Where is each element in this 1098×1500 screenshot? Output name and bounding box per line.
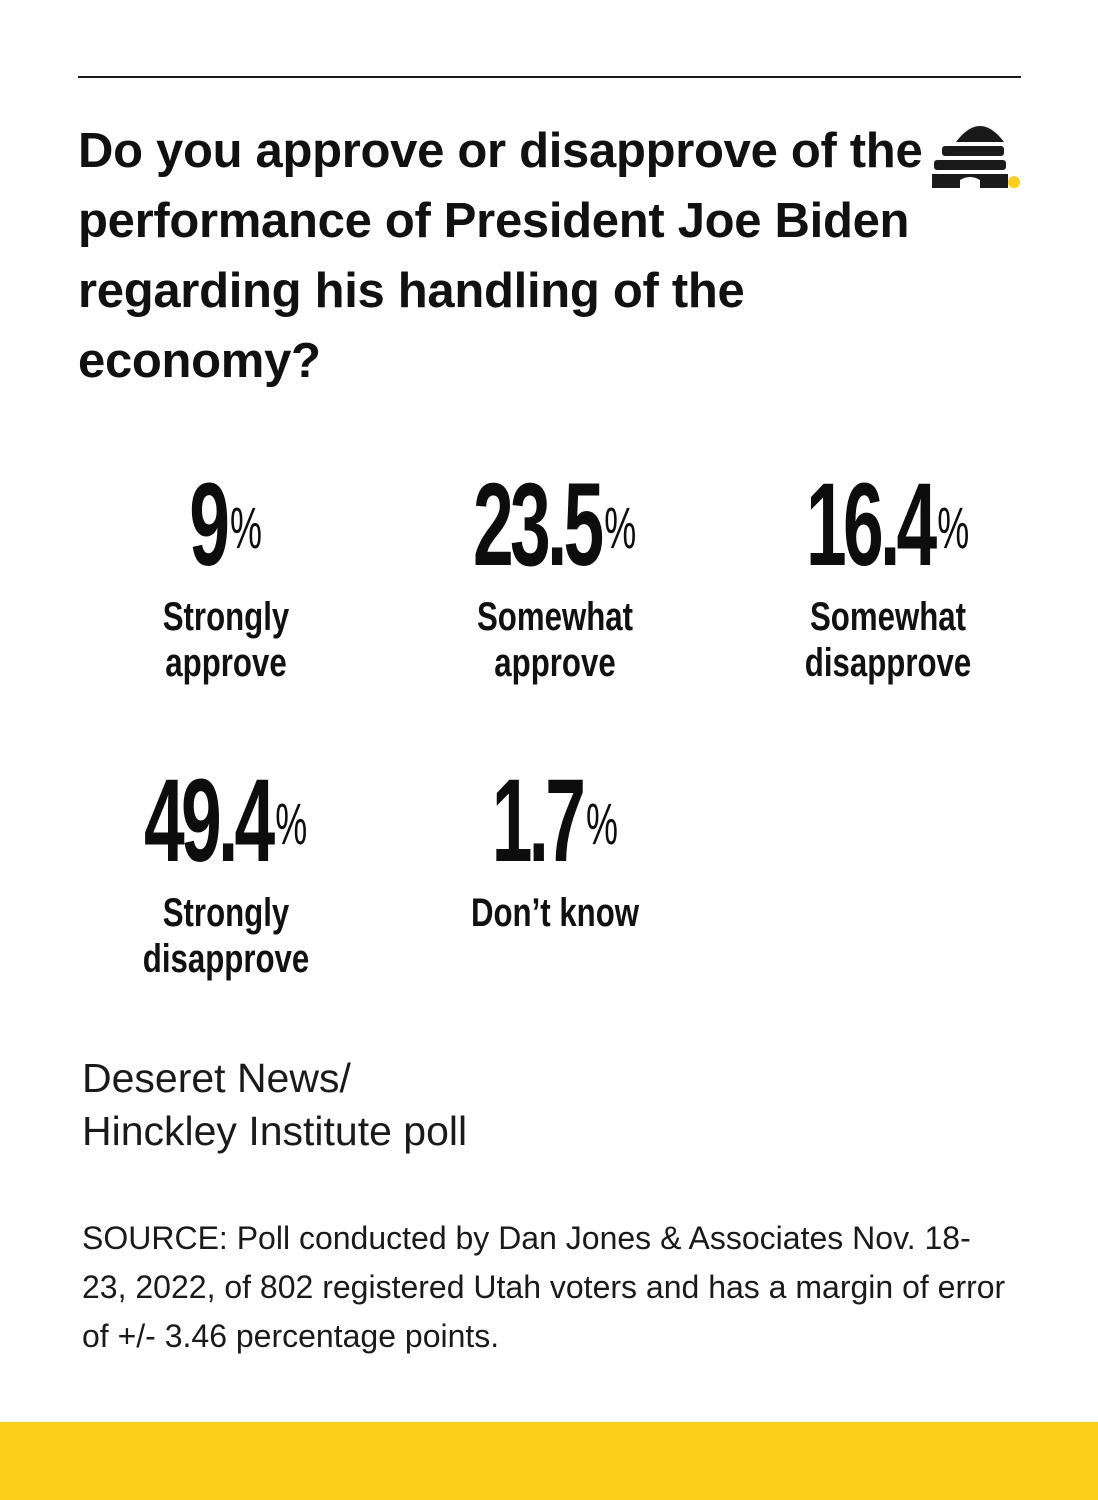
percent-sign: % <box>586 792 619 857</box>
stat-value: 23.5% <box>473 466 636 584</box>
poll-credit-line: Deseret News/ <box>82 1055 351 1101</box>
stat-number: 9 <box>189 459 231 591</box>
logo-dot <box>1008 176 1020 188</box>
bottom-accent-bar <box>0 1422 1098 1500</box>
beehive-icon <box>932 126 1020 188</box>
percent-sign: % <box>275 792 308 857</box>
stat-label-line: Somewhat <box>809 595 967 639</box>
stat-number: 16.4 <box>806 459 937 591</box>
beehive-logo-shape <box>932 126 1008 188</box>
stat-label-line: disapprove <box>804 641 972 685</box>
stat-value: 49.4% <box>144 762 307 880</box>
stat-value: 1.7% <box>492 762 618 880</box>
stat-somewhat-approve: 23.5% Somewhat approve <box>385 466 725 686</box>
beehive-tier-3 <box>934 160 1006 170</box>
stat-label: Don’t know <box>422 890 687 936</box>
percent-sign: % <box>937 496 970 561</box>
percent-sign: % <box>230 496 263 561</box>
stat-dont-know: 1.7% Don’t know <box>385 762 725 936</box>
stat-number: 1.7 <box>491 755 586 887</box>
stat-number: 23.5 <box>473 459 604 591</box>
stat-label-line: Don’t know <box>470 891 640 935</box>
source-note: SOURCE: Poll conducted by Dan Jones & As… <box>82 1220 1006 1354</box>
poll-credit-line: Hinckley Institute poll <box>82 1108 468 1154</box>
stat-number: 49.4 <box>144 755 275 887</box>
poll-credit: Deseret News/ Hinckley Institute poll <box>82 1052 682 1158</box>
stat-label-line: disapprove <box>142 937 310 981</box>
stat-label-line: Strongly <box>162 595 290 639</box>
chart-title: Do you approve or disapprove of the perf… <box>78 124 923 388</box>
stat-somewhat-disapprove: 16.4% Somewhat disapprove <box>718 466 1058 686</box>
beehive-tier-2 <box>942 146 1004 156</box>
stat-label-line: approve <box>165 641 287 685</box>
stat-label-line: Somewhat <box>476 595 634 639</box>
stat-label-line: approve <box>494 641 616 685</box>
beehive-base <box>932 174 1008 188</box>
percent-sign: % <box>604 496 637 561</box>
stat-label: Strongly approve <box>93 594 358 686</box>
stat-label: Somewhat disapprove <box>755 594 1020 686</box>
stat-label-line: Strongly <box>162 891 290 935</box>
stat-value: 9% <box>190 466 263 584</box>
stat-strongly-approve: 9% Strongly approve <box>56 466 396 686</box>
stat-value: 16.4% <box>806 466 969 584</box>
stat-label: Strongly disapprove <box>93 890 358 982</box>
stat-label: Somewhat approve <box>422 594 687 686</box>
stat-strongly-disapprove: 49.4% Strongly disapprove <box>56 762 396 982</box>
beehive-tier-1 <box>956 126 1004 142</box>
top-divider <box>78 76 1021 78</box>
